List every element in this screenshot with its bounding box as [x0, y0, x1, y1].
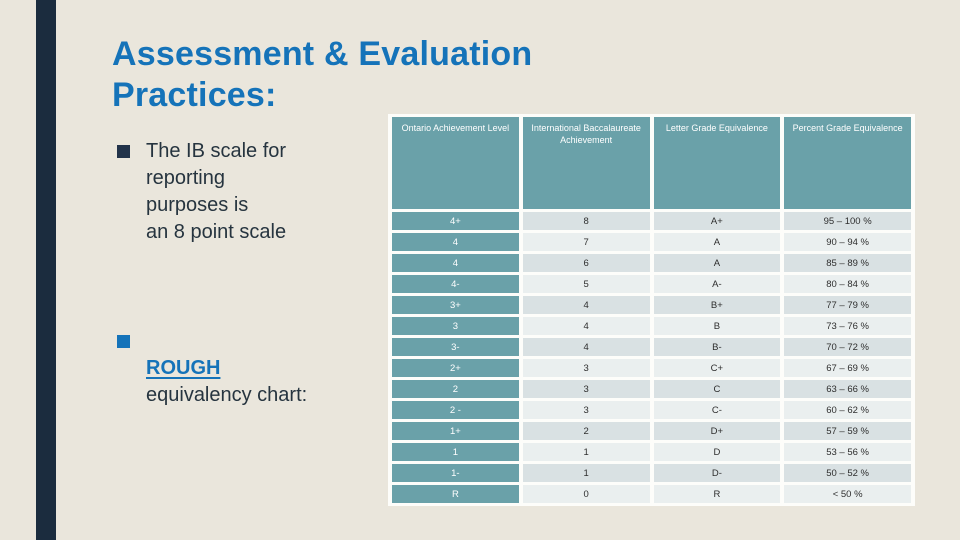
table-row: 1- 1 D- 50 – 52 % [392, 464, 911, 482]
bullet-text: equivalency chart: [146, 384, 308, 406]
table-cell: 95 – 100 % [784, 212, 911, 230]
ontario-level-cell: 1- [392, 464, 519, 482]
ontario-level-cell: 4 [392, 254, 519, 272]
ontario-level-cell: 1+ [392, 422, 519, 440]
ontario-level-cell: 4- [392, 275, 519, 293]
bullet-text-group: ROUGH equivalency chart: [146, 328, 307, 436]
table-cell: A [653, 233, 781, 251]
table-cell: 80 – 84 % [784, 275, 911, 293]
table-cell: A [653, 254, 781, 272]
ontario-level-cell: 3+ [392, 296, 519, 314]
table-cell: 53 – 56 % [784, 443, 911, 461]
table-cell: C+ [653, 359, 781, 377]
slide-title: Assessment & Evaluation Practices: [112, 35, 533, 114]
table-cell: 3 [522, 401, 650, 419]
table-cell: A+ [653, 212, 781, 230]
table-cell: 3 [522, 380, 650, 398]
table-cell: 8 [522, 212, 650, 230]
bullet-item-ib-scale: The IB scale for reporting purposes is a… [117, 138, 367, 246]
col-header-ib-achievement: International Baccalaureate Achievement [522, 117, 650, 209]
table-cell: 50 – 52 % [784, 464, 911, 482]
ontario-level-cell: 2 [392, 380, 519, 398]
table-cell: 77 – 79 % [784, 296, 911, 314]
ontario-level-cell: 4+ [392, 212, 519, 230]
table-row: 4- 5 A- 80 – 84 % [392, 275, 911, 293]
table-row: 4 6 A 85 – 89 % [392, 254, 911, 272]
table-cell: B- [653, 338, 781, 356]
table-cell: < 50 % [784, 485, 911, 503]
table-cell: 73 – 76 % [784, 317, 911, 335]
table-cell: 4 [522, 317, 650, 335]
table-cell: D [653, 443, 781, 461]
table-row: 2+ 3 C+ 67 – 69 % [392, 359, 911, 377]
table-cell: 3 [522, 359, 650, 377]
table-cell: 2 [522, 422, 650, 440]
table-cell: 67 – 69 % [784, 359, 911, 377]
ontario-level-cell: R [392, 485, 519, 503]
table-cell: 4 [522, 296, 650, 314]
ontario-level-cell: 3- [392, 338, 519, 356]
table-row: 3+ 4 B+ 77 – 79 % [392, 296, 911, 314]
table-row: 4+ 8 A+ 95 – 100 % [392, 212, 911, 230]
bullet-text: The IB scale for reporting purposes is a… [146, 140, 287, 243]
table-cell: 5 [522, 275, 650, 293]
col-header-letter-grade: Letter Grade Equivalence [653, 117, 781, 209]
table-cell: 4 [522, 338, 650, 356]
ontario-level-cell: 2+ [392, 359, 519, 377]
table-cell: 90 – 94 % [784, 233, 911, 251]
table-cell: 60 – 62 % [784, 401, 911, 419]
bullet-item-rough-chart: ROUGH equivalency chart: [117, 328, 387, 436]
table-cell: C [653, 380, 781, 398]
table-row: 1+ 2 D+ 57 – 59 % [392, 422, 911, 440]
bullet-square-icon [117, 335, 130, 348]
bullet-square-icon [117, 145, 130, 158]
table-cell: B+ [653, 296, 781, 314]
table-header-row: Ontario Achievement Level International … [392, 117, 911, 209]
table-row: 3 4 B 73 – 76 % [392, 317, 911, 335]
rough-link[interactable]: ROUGH [146, 357, 221, 379]
table-cell: D+ [653, 422, 781, 440]
table-cell: 6 [522, 254, 650, 272]
table-row: 4 7 A 90 – 94 % [392, 233, 911, 251]
table-row: 3- 4 B- 70 – 72 % [392, 338, 911, 356]
table-cell: 70 – 72 % [784, 338, 911, 356]
table-row: 2 3 C 63 – 66 % [392, 380, 911, 398]
ontario-level-cell: 1 [392, 443, 519, 461]
equivalency-table: Ontario Achievement Level International … [388, 114, 915, 506]
table-row: 1 1 D 53 – 56 % [392, 443, 911, 461]
table-cell: 1 [522, 443, 650, 461]
table-cell: 57 – 59 % [784, 422, 911, 440]
table-cell: 7 [522, 233, 650, 251]
table-cell: 85 – 89 % [784, 254, 911, 272]
ontario-level-cell: 2 - [392, 401, 519, 419]
ontario-level-cell: 4 [392, 233, 519, 251]
table-cell: 63 – 66 % [784, 380, 911, 398]
table-cell: B [653, 317, 781, 335]
table-row: 2 -3 C- 60 – 62 % [392, 401, 911, 419]
table-cell: D- [653, 464, 781, 482]
table-cell: 1 [522, 464, 650, 482]
table-cell: 0 [522, 485, 650, 503]
table-cell: A- [653, 275, 781, 293]
accent-bar [36, 0, 56, 540]
col-header-ontario-achievement-level: Ontario Achievement Level [392, 117, 519, 209]
table-cell: R [653, 485, 781, 503]
table-row: R 0 R < 50 % [392, 485, 911, 503]
table-body: 4+ 8 A+ 95 – 100 % 4 7 A 90 – 94 % 4 6 A 85 – 89 % 4… [392, 212, 911, 503]
table-cell: C- [653, 401, 781, 419]
col-header-percent-grade: Percent Grade Equivalence [784, 117, 911, 209]
ontario-level-cell: 3 [392, 317, 519, 335]
